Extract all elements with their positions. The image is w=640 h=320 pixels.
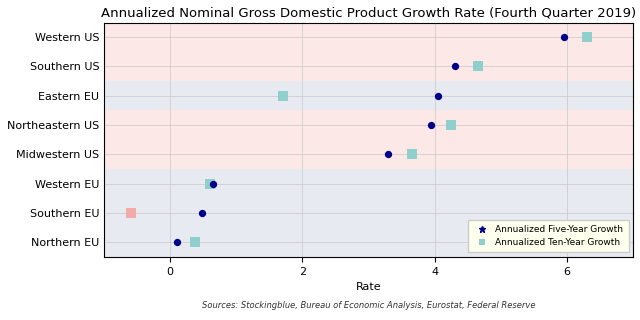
Point [208, 181, 218, 186]
Bar [104, 198, 633, 228]
Legend: Annualized Five-Year Growth, Annualized Ten-Year Growth: Annualized Five-Year Growth, Annualized … [468, 220, 628, 252]
Point [125, 210, 136, 215]
Bar [104, 228, 633, 257]
Bar [104, 110, 633, 140]
Bar [104, 140, 633, 169]
Bar [104, 52, 633, 81]
Bar [104, 169, 633, 198]
X-axis label: Rate: Rate [356, 282, 381, 292]
Bar [104, 81, 633, 110]
Point [383, 152, 394, 157]
Point [197, 210, 207, 215]
Point [406, 152, 417, 157]
Bar [104, 22, 633, 52]
Point [559, 35, 569, 40]
Point [278, 93, 288, 98]
Point [190, 240, 200, 245]
Point [582, 35, 592, 40]
Point [172, 240, 182, 245]
Point [472, 64, 483, 69]
Point [449, 64, 460, 69]
Point [433, 93, 443, 98]
Point [205, 181, 215, 186]
Point [446, 123, 456, 128]
Text: Sources: Stockingblue, Bureau of Economic Analysis, Eurostat, Federal Reserve: Sources: Stockingblue, Bureau of Economi… [202, 301, 535, 310]
Title: Annualized Nominal Gross Domestic Product Growth Rate (Fourth Quarter 2019): Annualized Nominal Gross Domestic Produc… [101, 7, 636, 20]
Point [426, 123, 436, 128]
